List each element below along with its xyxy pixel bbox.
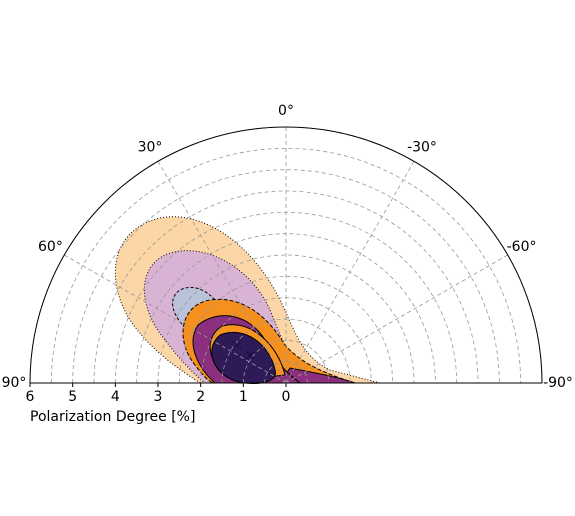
contour-purple-band [279, 367, 356, 384]
grid-circle [178, 276, 394, 384]
grid-spoke [285, 254, 508, 384]
contour-core [211, 331, 276, 384]
theta-tick-label: 0° [278, 103, 294, 119]
marker [245, 350, 255, 360]
r-tick-label: 2 [196, 389, 205, 405]
polar-grid [29, 126, 543, 387]
grid-spoke [285, 161, 415, 384]
grid-circle [50, 148, 522, 384]
x-axis-label: Polarization Degree [%] [30, 409, 195, 425]
theta-tick-label: 60° [38, 239, 63, 255]
r-tick-label: 5 [68, 389, 77, 405]
grid-spoke [64, 254, 287, 384]
marker [232, 340, 242, 350]
theta-tick-label: -30° [407, 139, 437, 155]
theta-tick-label: 30° [138, 139, 163, 155]
theta-tick-label: -90° [543, 375, 573, 391]
outer-boundary [29, 126, 543, 384]
r-tick-label: 1 [239, 389, 248, 405]
r-tick-label: 0 [282, 389, 291, 405]
grid-spoke [157, 161, 287, 384]
theta-tick-label: -60° [507, 239, 537, 255]
theta-tick-label: 90° [2, 375, 27, 391]
grid-circle [264, 361, 308, 384]
r-tick-label: 6 [26, 389, 35, 405]
r-tick-label: 4 [111, 389, 120, 405]
labels: 90° 60° 30° 0° -30° -60° -90° 6 5 4 3 2 1 0 [2, 103, 573, 405]
r-tick-label: 3 [154, 389, 163, 405]
markers [232, 340, 255, 360]
contours [114, 216, 381, 384]
